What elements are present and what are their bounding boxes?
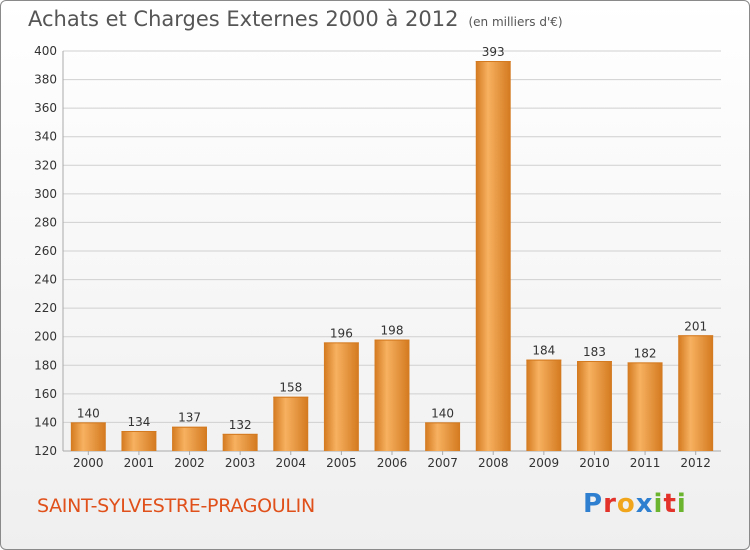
bar	[475, 61, 511, 451]
y-tick-label: 340	[34, 130, 57, 144]
y-axis-ticks: 120 140 160 180 200 220 240 260 280 300 320 340 360 3…	[34, 44, 57, 458]
bar	[374, 339, 410, 451]
bar	[526, 359, 562, 451]
y-tick-label: 360	[34, 101, 57, 115]
bar	[121, 431, 157, 451]
x-tick-label: 2009	[529, 456, 560, 470]
x-tick-label: 2005	[326, 456, 357, 470]
x-axis-ticks: 2000 2001 2002 2003 2004 2005 2006 2007 2008 2009…	[73, 451, 711, 470]
bar	[70, 422, 106, 451]
bar-value-labels: 140 134 137 132 158 196 198 140 393 184 183 182 201	[77, 45, 707, 432]
bar-value-label: 158	[279, 381, 302, 395]
x-tick-label: 2008	[478, 456, 509, 470]
logo-letter: i	[653, 489, 664, 519]
y-tick-label: 160	[34, 387, 57, 401]
bar	[323, 342, 359, 451]
town-name: SAINT-SYLVESTRE-PRAGOULIN	[37, 495, 315, 517]
bar-value-label: 201	[684, 319, 707, 333]
x-tick-label: 2000	[73, 456, 104, 470]
bar-value-label: 140	[77, 406, 100, 420]
bar-value-label: 140	[431, 406, 454, 420]
bars	[70, 61, 714, 451]
y-tick-label: 260	[34, 244, 57, 258]
bar-value-label: 182	[634, 346, 657, 360]
logo-letter: t	[663, 489, 677, 519]
bar-value-label: 134	[127, 415, 150, 429]
logo-letter: o	[616, 489, 636, 519]
bar	[273, 396, 309, 451]
bar-value-label: 198	[381, 324, 404, 338]
y-tick-label: 180	[34, 358, 57, 372]
logo-letter: x	[635, 489, 654, 519]
x-tick-label: 2012	[680, 456, 711, 470]
bar	[222, 433, 258, 451]
logo-letter: P	[583, 489, 604, 519]
x-tick-label: 2011	[630, 456, 661, 470]
y-tick-label: 120	[34, 444, 57, 458]
y-tick-label: 400	[34, 44, 57, 58]
proxiti-logo: Proxiti	[583, 489, 687, 519]
bar-value-label: 184	[532, 344, 555, 358]
bar	[425, 422, 461, 451]
y-tick-label: 280	[34, 215, 57, 229]
x-tick-label: 2003	[225, 456, 256, 470]
y-tick-label: 140	[34, 415, 57, 429]
y-tick-label: 200	[34, 330, 57, 344]
x-tick-label: 2007	[427, 456, 458, 470]
x-tick-label: 2002	[174, 456, 205, 470]
bar	[678, 335, 714, 451]
x-tick-label: 2001	[124, 456, 155, 470]
bar-value-label: 183	[583, 345, 606, 359]
x-tick-label: 2004	[275, 456, 306, 470]
chart-title-text: Achats et Charges Externes 2000 à 2012	[28, 7, 459, 31]
bar	[627, 362, 663, 451]
y-tick-label: 320	[34, 158, 57, 172]
bar-value-label: 137	[178, 411, 201, 425]
logo-letter: i	[676, 489, 687, 519]
x-tick-label: 2010	[579, 456, 610, 470]
bar-value-label: 196	[330, 326, 353, 340]
unit-note: (en milliers d'€)	[468, 15, 563, 29]
logo-letter: r	[603, 489, 617, 519]
bar	[576, 361, 612, 451]
bar	[172, 426, 208, 451]
bar-value-label: 393	[482, 45, 505, 59]
chart-title: Achats et Charges Externes 2000 à 2012 (e…	[28, 7, 563, 31]
x-tick-label: 2006	[377, 456, 408, 470]
y-tick-label: 300	[34, 187, 57, 201]
bar-value-label: 132	[229, 418, 252, 432]
y-tick-label: 220	[34, 301, 57, 315]
y-tick-label: 240	[34, 273, 57, 287]
y-tick-label: 380	[34, 73, 57, 87]
